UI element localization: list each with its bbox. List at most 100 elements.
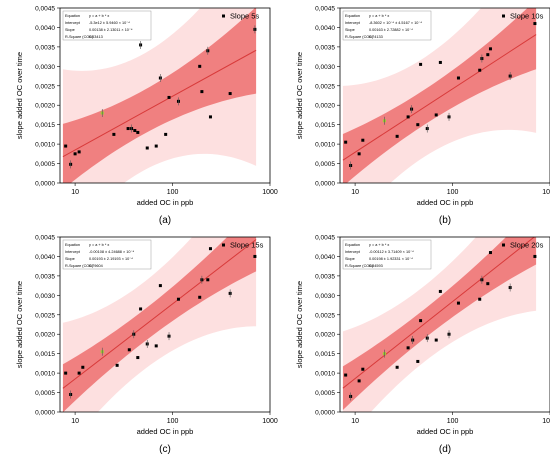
data-point: [478, 68, 482, 72]
data-point: [176, 297, 180, 301]
stats-value: 0.74133: [369, 35, 383, 39]
stats-table: [342, 239, 432, 270]
x-axis-label: added OC in ppb: [137, 198, 194, 207]
y-tick-label: 0,0000: [35, 181, 55, 188]
y-tick-label: 0,0040: [315, 254, 335, 261]
data-point: [416, 123, 420, 127]
stats-label: Slope: [345, 28, 355, 32]
data-point: [73, 152, 77, 156]
x-tick-label: 10: [71, 189, 79, 196]
y-tick-label: 0,0035: [315, 44, 335, 51]
x-tick-label: 100: [167, 189, 179, 196]
stats-value: 0.00163 ± 2.72882 × 10⁻⁴: [369, 28, 413, 32]
stats-table: [62, 239, 152, 270]
data-point: [478, 297, 482, 301]
stats-label: Intercept: [65, 21, 81, 25]
data-point: [81, 365, 85, 369]
stats-value: y = a + b * x: [89, 14, 109, 18]
plot-area: [342, 8, 537, 183]
data-point: [361, 138, 365, 142]
data-point: [456, 301, 460, 305]
stats-table: [62, 10, 152, 41]
fit-line: [62, 239, 257, 389]
stats-value: -0.00112 ± 3.71409 × 10⁻⁴: [369, 250, 414, 254]
x-tick-label: 1000: [542, 189, 550, 196]
y-tick-label: 0,0015: [35, 122, 55, 129]
data-point: [64, 371, 68, 375]
stats-label: Slope: [345, 257, 355, 261]
y-tick-label: 0,0000: [315, 181, 335, 188]
data-point: [154, 344, 158, 348]
stats-label: Equation: [65, 14, 80, 18]
fit-line: [342, 237, 536, 389]
data-point: [419, 62, 423, 66]
data-point: [208, 247, 212, 251]
data-point: [77, 371, 81, 375]
y-tick-label: 0,0020: [315, 332, 335, 339]
data-point: [64, 144, 68, 148]
y-tick-label: 0,0025: [315, 83, 335, 90]
y-tick-label: 0,0000: [315, 410, 335, 417]
y-tick-label: 0,0010: [35, 371, 55, 378]
y-axis-label: slope added OC over time: [15, 52, 24, 139]
data-point: [438, 289, 442, 293]
y-tick-label: 0,0010: [35, 142, 55, 149]
data-point: [164, 132, 168, 136]
x-tick-label: 10: [351, 418, 359, 425]
panel-3: 0,0000 0,0005 0,0010 0,0015 0,0020 0,0025 0,00…: [15, 235, 278, 456]
stats-label: Slope: [65, 28, 75, 32]
data-point: [486, 53, 490, 57]
data-point: [127, 348, 131, 352]
data-point: [198, 64, 202, 68]
x-tick-label: 100: [447, 189, 459, 196]
x-axis-label: added OC in ppb: [417, 427, 474, 436]
data-point: [200, 90, 204, 94]
y-tick-label: 0,0035: [35, 273, 55, 280]
x-tick-label: 1000: [542, 418, 550, 425]
confidence-band: [342, 8, 537, 183]
data-point: [115, 363, 119, 367]
panel-4: 0,0000 0,0005 0,0010 0,0015 0,0020 0,0025 0,00…: [295, 235, 550, 455]
x-tick-label: 1000: [262, 189, 278, 196]
y-tick-label: 0,0025: [35, 312, 55, 319]
stats-label: R-Square (COD): [345, 35, 374, 39]
data-point: [158, 284, 162, 288]
panel-caption: (a): [159, 215, 171, 226]
y-tick-label: 0,0025: [35, 83, 55, 90]
data-point: [126, 127, 130, 131]
y-tick-label: 0,0010: [315, 142, 335, 149]
data-point: [416, 359, 420, 363]
stats-label: R-Square (COD): [65, 35, 94, 39]
data-point: [486, 282, 490, 286]
data-point: [77, 150, 81, 154]
stats-value: 0.79604: [89, 264, 103, 268]
y-axis-label: slope added OC over time: [295, 281, 304, 368]
panel-caption: (b): [439, 215, 451, 226]
data-point: [139, 307, 143, 311]
y-tick-label: 0,0045: [35, 6, 55, 13]
stats-value: 0.00193 ± 2.19193 × 10⁻⁴: [89, 257, 133, 261]
y-tick-label: 0,0015: [315, 122, 335, 129]
y-tick-label: 0,0040: [35, 254, 55, 261]
data-point: [206, 278, 210, 282]
stats-value: -5.3e12 ± 5.9460 × 10⁻⁴: [89, 21, 130, 25]
y-tick-label: 0,0035: [315, 273, 335, 280]
plot-frame: [339, 7, 550, 184]
y-tick-label: 0,0025: [315, 312, 335, 319]
y-tick-label: 0,0030: [35, 293, 55, 300]
data-point: [395, 134, 399, 138]
x-tick-label: 10: [71, 418, 79, 425]
confidence-band: [342, 237, 537, 411]
panel-caption: (c): [159, 444, 171, 455]
plot-area: [62, 8, 257, 183]
legend-marker: [222, 14, 225, 18]
data-point: [208, 115, 212, 119]
stats-label: Slope: [65, 257, 75, 261]
y-tick-label: 0,0045: [35, 235, 55, 242]
data-point: [488, 251, 492, 255]
data-point: [419, 319, 423, 323]
x-tick-label: 100: [167, 418, 179, 425]
stats-value: y = a + b * x: [89, 243, 109, 247]
stats-value: 0.00138 ± 2.13011 × 10⁻⁴: [89, 28, 133, 32]
